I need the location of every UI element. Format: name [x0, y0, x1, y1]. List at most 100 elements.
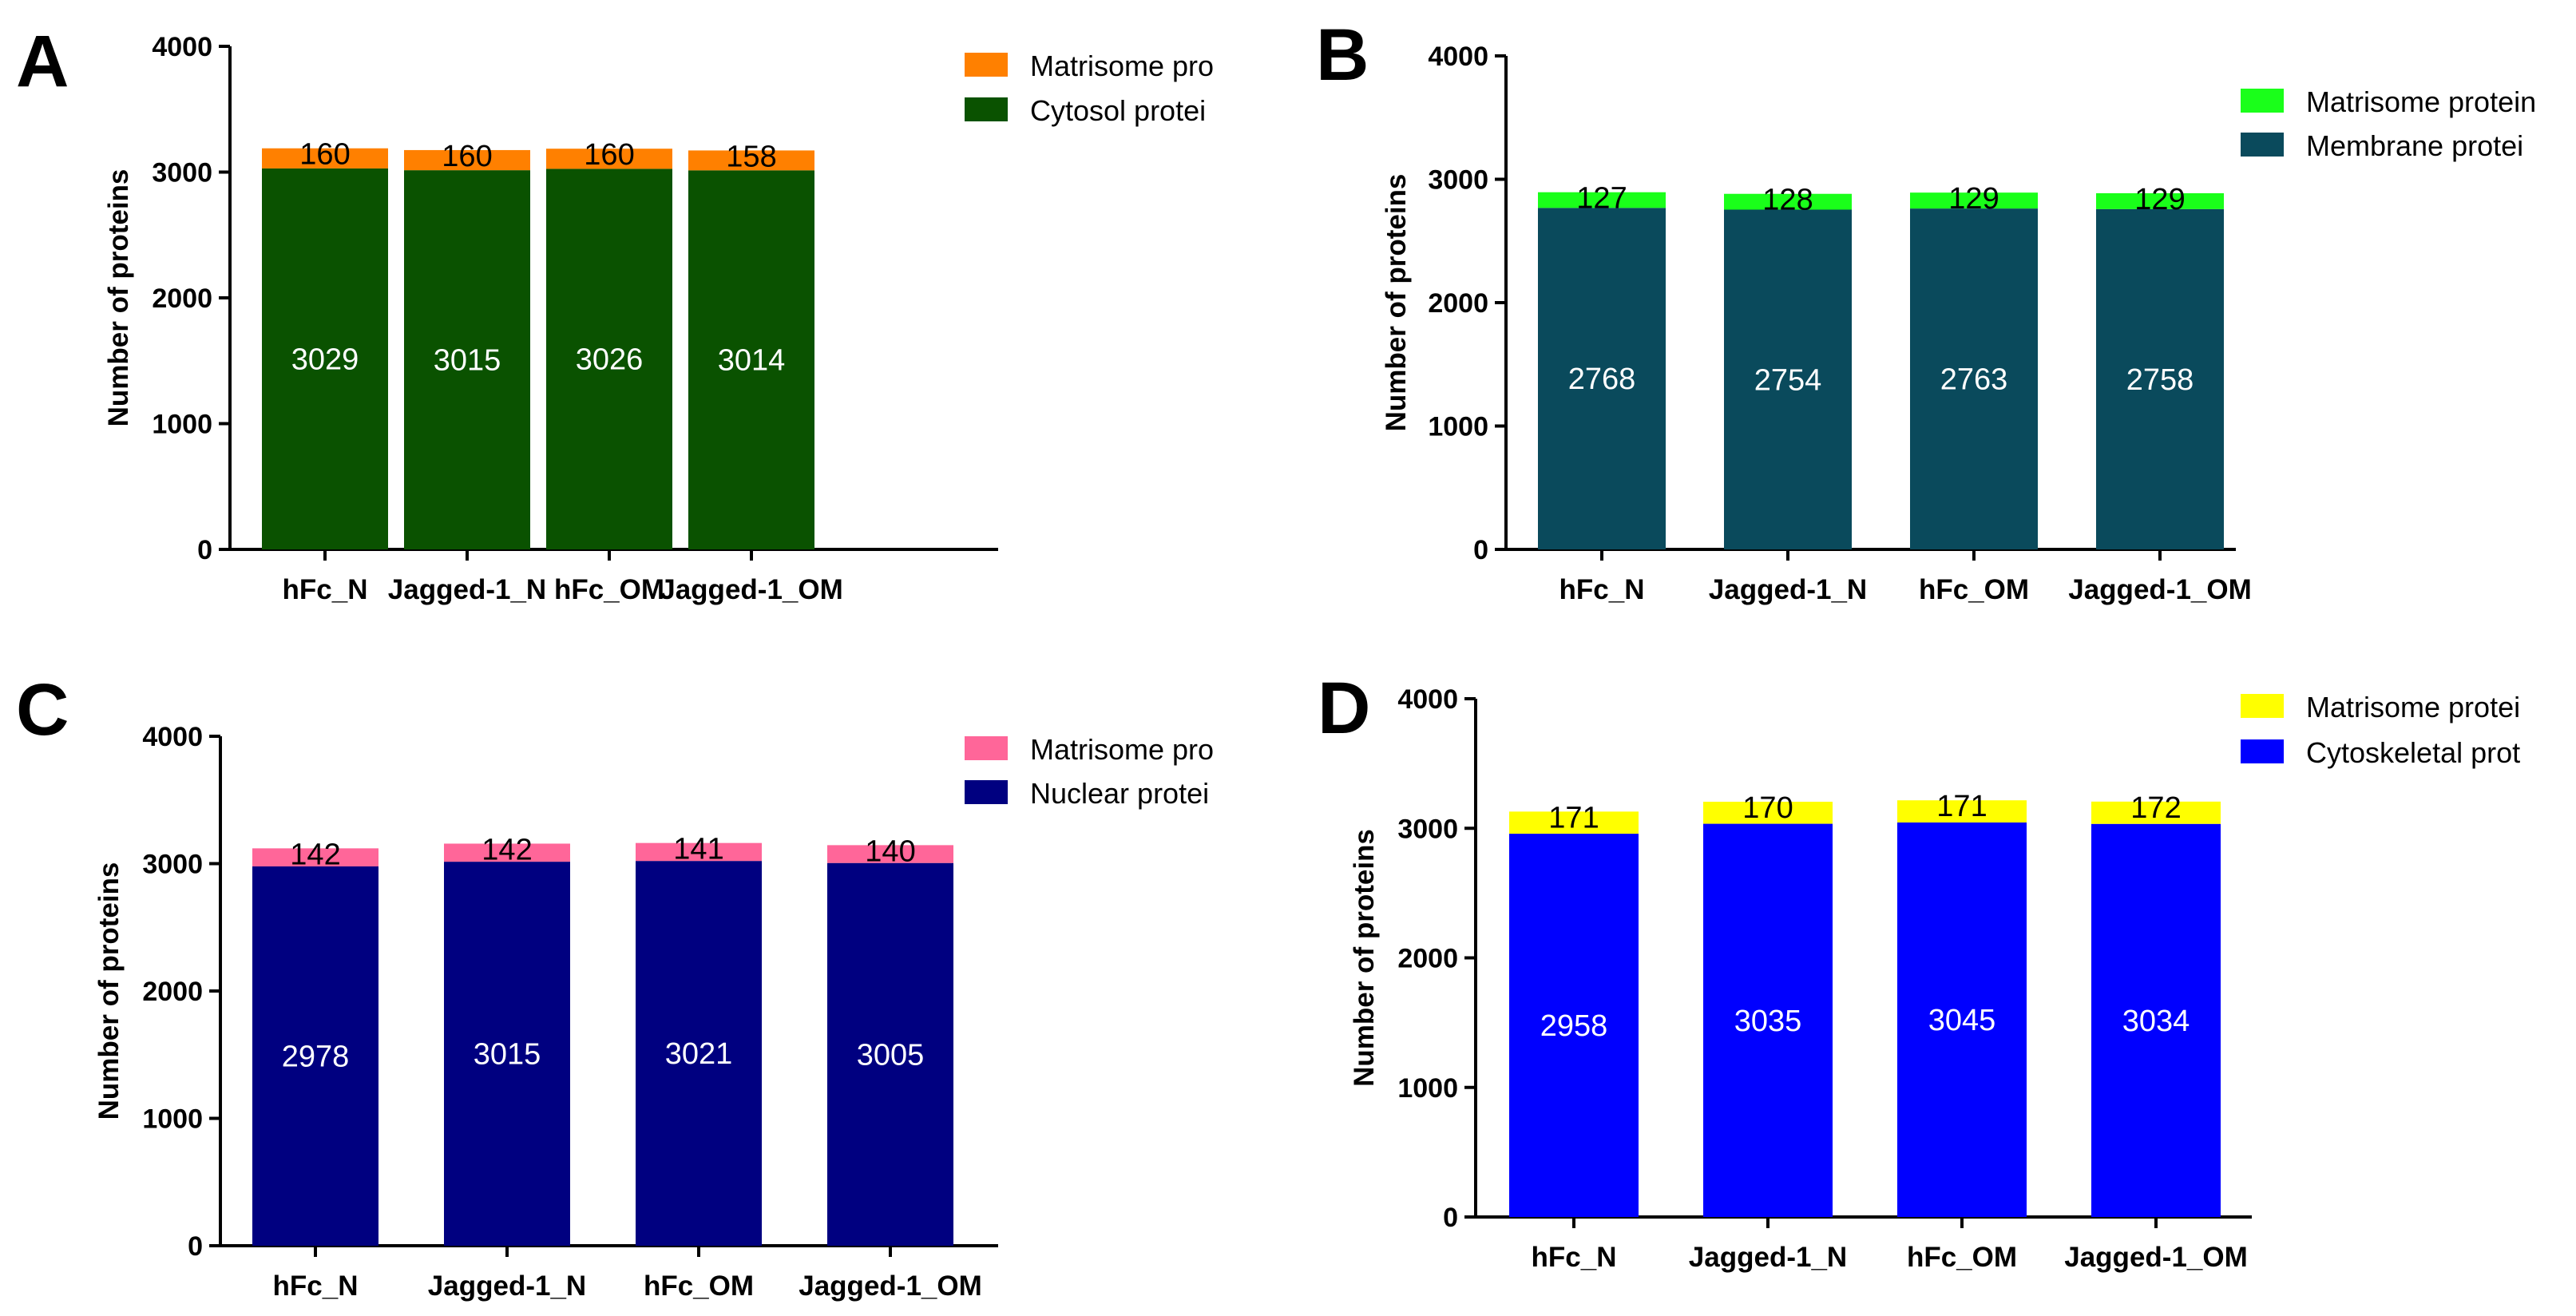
y-tick-label: 0: [1473, 535, 1488, 565]
legend-swatch: [2241, 89, 2284, 113]
data-label-top: 141: [673, 833, 723, 866]
bar-base-segment: [1910, 208, 2038, 549]
y-tick-label: 1000: [142, 1104, 203, 1135]
data-label-top: 128: [1762, 184, 1813, 217]
bar-top-segment: [1724, 193, 1852, 210]
x-category-label: hFc_N: [273, 1270, 359, 1302]
legend-entry-label: Membrane protei: [2306, 129, 2523, 162]
bar-top-segment: [2091, 801, 2221, 824]
bar-base-segment: [1509, 834, 1639, 1217]
data-label-top: 142: [290, 838, 340, 871]
bar-base-segment: [827, 862, 953, 1246]
x-category-label: Jagged-1_N: [1689, 1242, 1847, 1273]
data-label-top: 142: [482, 833, 532, 866]
data-label-inner: 3034: [2122, 1005, 2190, 1038]
panel-d: D 0 1000 2000 3000 4000 Number of proteins 2958…: [1318, 668, 2520, 1273]
legend-entry-label: Matrisome protein: [2306, 85, 2536, 118]
panel-b: B 0 1000 2000 3000 4000 Number of proteins 2768…: [1316, 14, 2536, 605]
data-label-inner: 3035: [1734, 1005, 1802, 1038]
y-tick-label: 2000: [1428, 288, 1488, 319]
bar-base-segment: [1703, 823, 1833, 1217]
bar-top-segment: [1910, 192, 2038, 209]
data-label-inner: 3015: [474, 1038, 541, 1072]
y-tick-label: 3000: [152, 158, 212, 188]
x-category-label: Jagged-1_OM: [2068, 574, 2252, 605]
y-tick-label: 2000: [1397, 944, 1458, 974]
x-category-label: Jagged-1_OM: [2064, 1242, 2248, 1273]
panel-letter: D: [1318, 668, 1370, 749]
data-label-inner: 3026: [576, 343, 644, 377]
bar-top-segment: [252, 848, 378, 867]
data-label-inner: 2978: [282, 1041, 350, 1074]
x-category-label: hFc_N: [1532, 1242, 1617, 1273]
bar-top-segment: [1538, 192, 1666, 208]
data-label-inner: 3005: [857, 1038, 925, 1072]
y-tick-label: 2000: [142, 977, 203, 1007]
data-label-top: 129: [1948, 182, 1999, 216]
x-category-label: hFc_OM: [644, 1270, 754, 1302]
data-label-top: 171: [1548, 801, 1599, 834]
legend-entry-label: Matrisome pro: [1030, 50, 1214, 82]
x-category-label: Jagged-1_N: [428, 1270, 586, 1302]
y-tick-label: 4000: [152, 32, 212, 62]
bar-base-segment: [1724, 209, 1852, 549]
bar-base-segment: [1897, 822, 2027, 1217]
y-tick-label: 0: [188, 1231, 203, 1262]
legend-entry-label: Cytosol protei: [1030, 94, 1206, 127]
bar-base-segment: [2096, 208, 2224, 549]
x-category-label: hFc_OM: [1907, 1242, 2017, 1273]
bar-top-segment: [444, 843, 570, 862]
data-label-inner: 3014: [718, 344, 786, 378]
y-axis-label: Number of proteins: [93, 862, 125, 1120]
x-category-label: hFc_OM: [1919, 574, 2029, 605]
bar-base-segment: [262, 168, 388, 549]
x-category-label: hFc_N: [283, 574, 368, 605]
data-label-top: 127: [1576, 182, 1627, 216]
bar-top-segment: [827, 845, 953, 863]
legend-swatch: [965, 736, 1008, 760]
y-tick-label: 1000: [1397, 1073, 1458, 1104]
legend-swatch: [2241, 133, 2284, 157]
bar-top-segment: [262, 148, 388, 168]
data-label-inner: 3015: [434, 344, 501, 378]
y-tick-label: 4000: [1397, 684, 1458, 715]
x-category-label: hFc_N: [1559, 574, 1645, 605]
bar-top-segment: [1509, 811, 1639, 834]
y-tick-label: 4000: [142, 722, 203, 752]
data-label-inner: 3021: [665, 1037, 733, 1071]
legend-entry-label: Nuclear protei: [1030, 777, 1209, 810]
legend-swatch: [965, 780, 1008, 804]
data-label-inner: 3029: [291, 343, 359, 376]
x-category-label: Jagged-1_OM: [660, 574, 843, 605]
data-label-top: 158: [726, 140, 776, 173]
x-category-label: Jagged-1_OM: [799, 1270, 982, 1302]
bar-top-segment: [2096, 192, 2224, 209]
bar-base-segment: [1538, 208, 1666, 549]
bar-top-segment: [636, 842, 762, 862]
bar-base-segment: [636, 861, 762, 1246]
panel-letter: C: [16, 669, 69, 751]
data-label-inner: 2768: [1568, 363, 1636, 396]
legend-swatch: [965, 53, 1008, 77]
y-tick-label: 3000: [142, 850, 203, 880]
y-tick-label: 0: [197, 535, 212, 565]
bar-top-segment: [546, 149, 672, 169]
y-axis-label: Number of proteins: [1381, 174, 1412, 432]
panel-letter: B: [1316, 14, 1369, 96]
legend-entry-label: Matrisome protei: [2306, 691, 2520, 723]
bar-base-segment: [444, 862, 570, 1246]
legend-swatch: [965, 97, 1008, 121]
y-tick-label: 3000: [1428, 165, 1488, 196]
legend-swatch: [2241, 739, 2284, 763]
y-tick-label: 1000: [152, 410, 212, 440]
bar-top-segment: [688, 150, 814, 171]
bar-top-segment: [1703, 801, 1833, 824]
y-tick-label: 0: [1443, 1203, 1458, 1233]
panel-c: C 0 1000 2000 3000 4000 Number of proteins 2978…: [16, 669, 1214, 1302]
panel-a: A 0 1000 2000 3000 4000 Number of proteins 3029…: [16, 21, 1214, 605]
bar-top-segment: [404, 149, 530, 171]
data-label-top: 172: [2130, 791, 2181, 825]
bar-base-segment: [2091, 823, 2221, 1217]
x-category-label: hFc_OM: [554, 574, 664, 605]
